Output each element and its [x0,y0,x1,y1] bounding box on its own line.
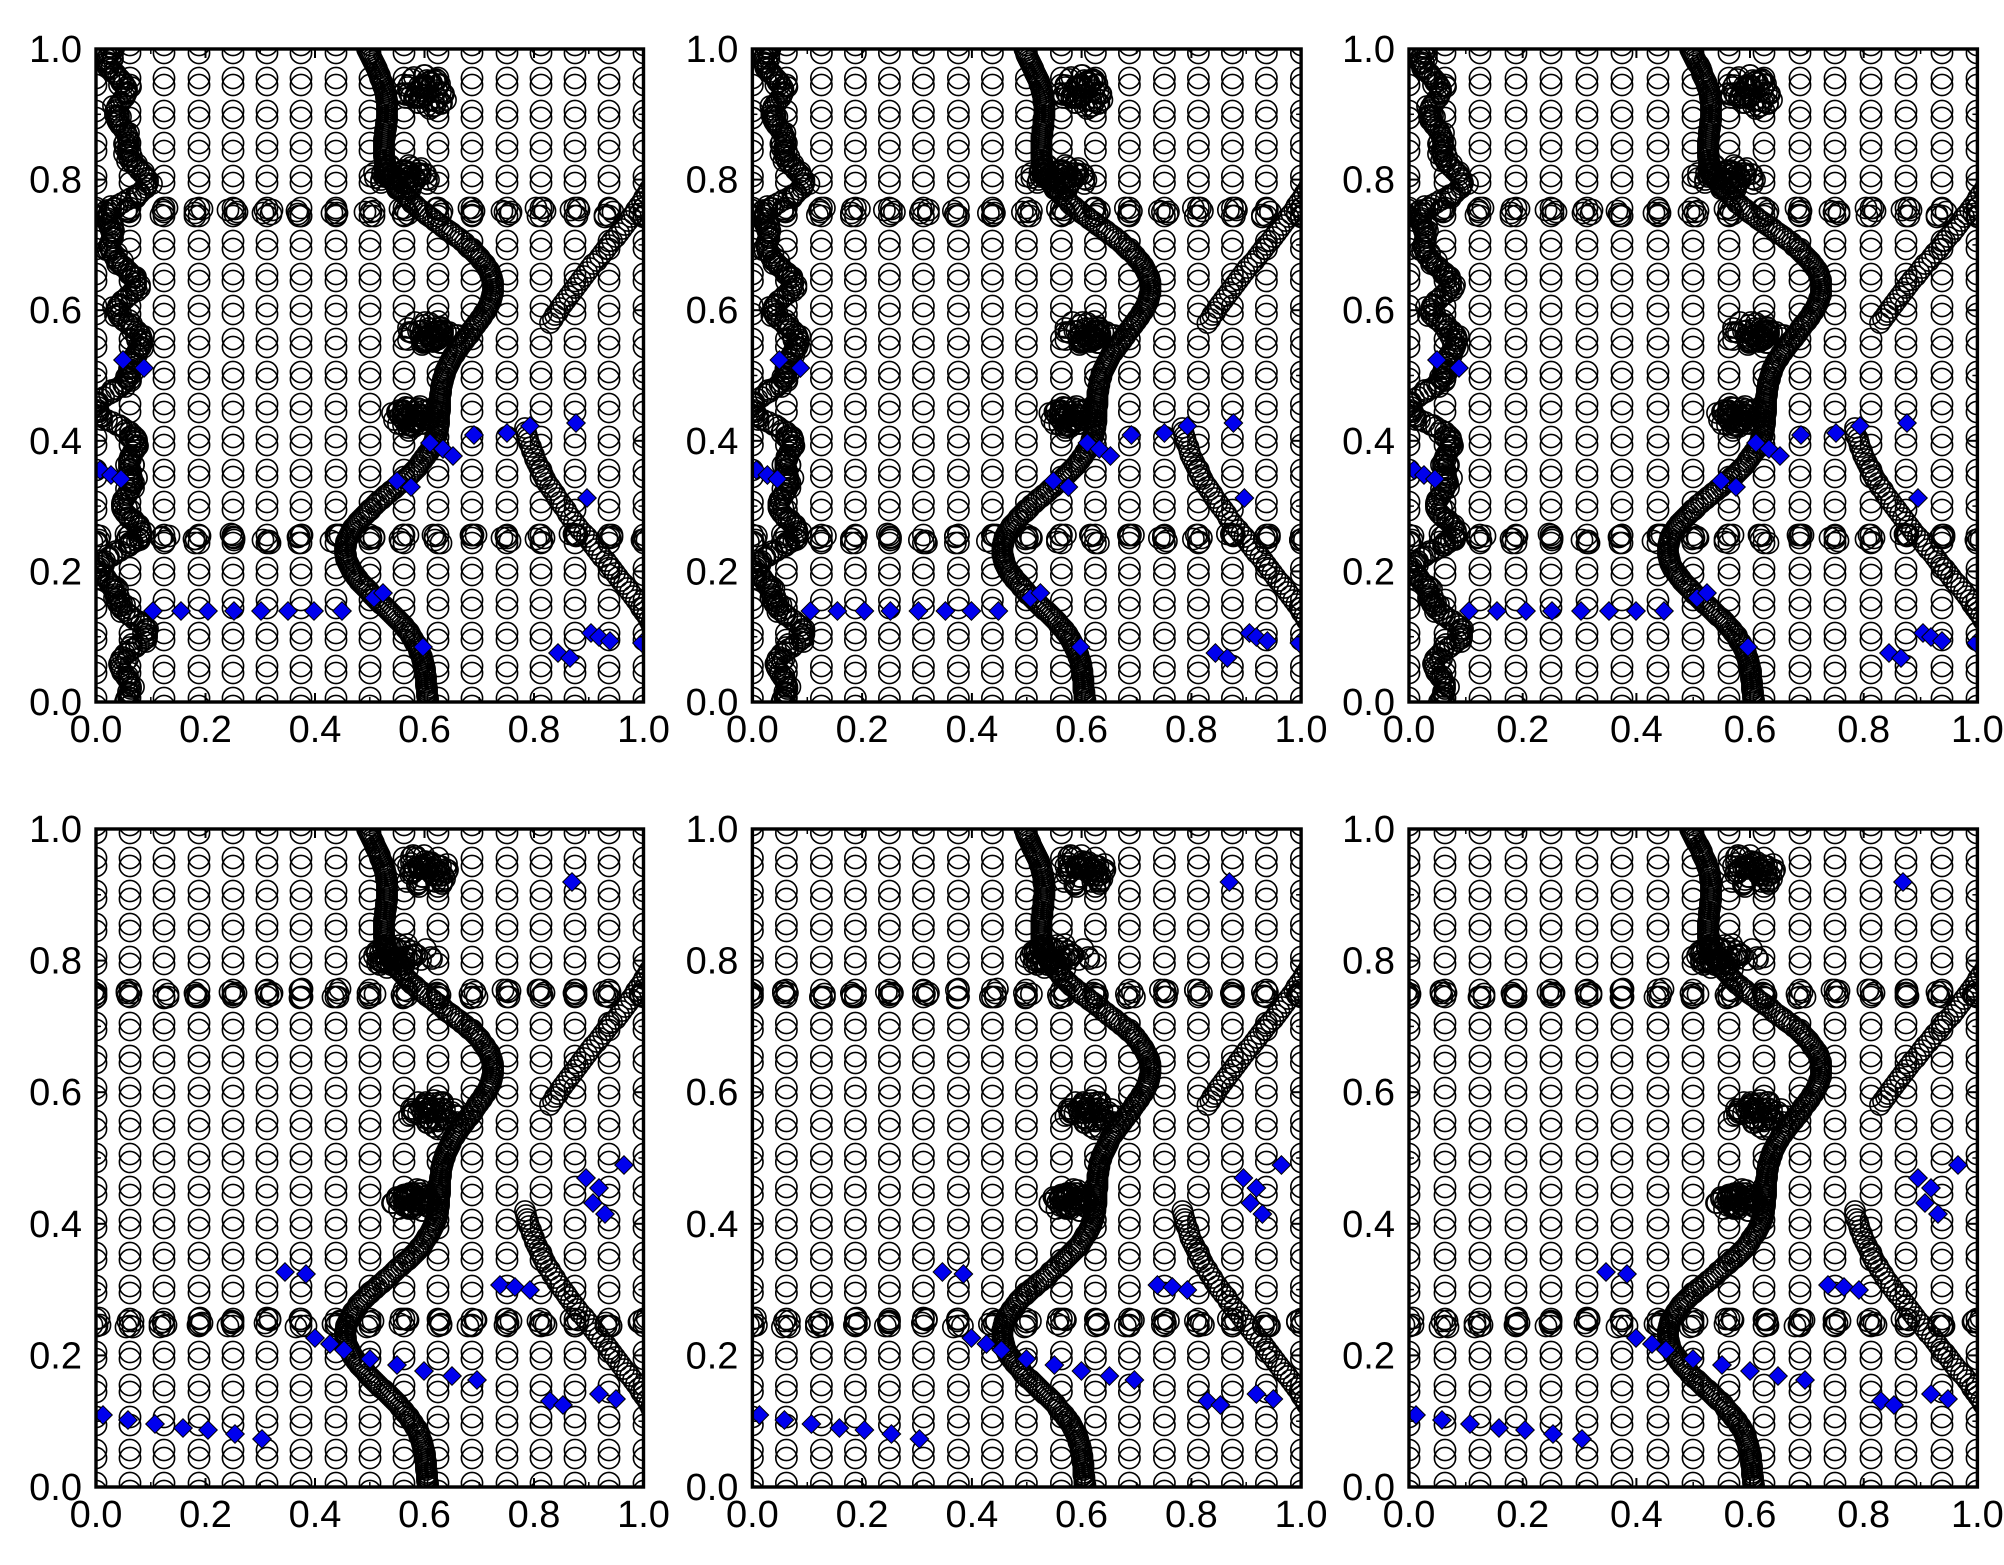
svg-text:0.2: 0.2 [29,551,82,593]
svg-text:0.0: 0.0 [726,1494,779,1536]
svg-text:1.0: 1.0 [617,1494,670,1536]
svg-text:0.8: 0.8 [29,941,82,983]
svg-text:0.0: 0.0 [726,709,779,751]
svg-text:0.2: 0.2 [686,1335,739,1377]
svg-text:1.0: 1.0 [1275,1494,1328,1536]
svg-text:0.2: 0.2 [686,551,739,593]
svg-text:0.6: 0.6 [1724,1494,1777,1536]
svg-text:0.4: 0.4 [1610,709,1663,751]
svg-text:0.6: 0.6 [1342,290,1395,332]
svg-text:0.4: 0.4 [686,421,739,463]
svg-text:0.2: 0.2 [1342,551,1395,593]
svg-text:0.6: 0.6 [29,290,82,332]
svg-text:0.4: 0.4 [686,1204,739,1246]
svg-text:0.0: 0.0 [1383,1494,1436,1536]
svg-text:0.8: 0.8 [1837,709,1890,751]
svg-text:1.0: 1.0 [617,709,670,751]
svg-text:0.4: 0.4 [289,709,342,751]
svg-text:0.2: 0.2 [179,709,232,751]
svg-text:0.6: 0.6 [398,709,451,751]
svg-text:0.6: 0.6 [686,1072,739,1114]
svg-text:0.8: 0.8 [686,160,739,202]
svg-text:0.8: 0.8 [29,160,82,202]
svg-text:0.2: 0.2 [29,1335,82,1377]
svg-text:0.8: 0.8 [508,709,561,751]
svg-text:0.2: 0.2 [836,709,889,751]
svg-text:0.8: 0.8 [1165,1494,1218,1536]
svg-text:1.0: 1.0 [1951,1494,2004,1536]
svg-text:0.6: 0.6 [1342,1072,1395,1114]
svg-text:0.0: 0.0 [70,709,123,751]
svg-text:1.0: 1.0 [686,29,739,71]
svg-text:0.4: 0.4 [1342,1204,1395,1246]
svg-text:0.6: 0.6 [1055,709,1108,751]
svg-text:0.6: 0.6 [398,1494,451,1536]
svg-text:0.8: 0.8 [1837,1494,1890,1536]
svg-text:1.0: 1.0 [1951,709,2004,751]
svg-text:0.4: 0.4 [289,1494,342,1536]
svg-text:0.2: 0.2 [179,1494,232,1536]
svg-text:1.0: 1.0 [29,29,82,71]
svg-text:0.2: 0.2 [1342,1335,1395,1377]
svg-text:0.4: 0.4 [1342,421,1395,463]
svg-text:0.4: 0.4 [29,421,82,463]
svg-text:0.4: 0.4 [945,709,998,751]
svg-text:1.0: 1.0 [686,809,739,851]
svg-text:0.6: 0.6 [1055,1494,1108,1536]
svg-text:0.6: 0.6 [29,1072,82,1114]
svg-text:1.0: 1.0 [1342,809,1395,851]
svg-text:0.2: 0.2 [836,1494,889,1536]
svg-text:0.4: 0.4 [945,1494,998,1536]
svg-text:0.8: 0.8 [1342,160,1395,202]
svg-text:0.8: 0.8 [1165,709,1218,751]
svg-text:1.0: 1.0 [29,809,82,851]
svg-text:0.0: 0.0 [70,1494,123,1536]
svg-text:0.8: 0.8 [508,1494,561,1536]
svg-text:0.4: 0.4 [1610,1494,1663,1536]
svg-text:0.8: 0.8 [686,941,739,983]
svg-text:1.0: 1.0 [1342,29,1395,71]
svg-text:0.6: 0.6 [686,290,739,332]
svg-text:0.2: 0.2 [1496,709,1549,751]
svg-text:0.0: 0.0 [1383,709,1436,751]
svg-text:1.0: 1.0 [1275,709,1328,751]
svg-text:0.4: 0.4 [29,1204,82,1246]
svg-text:0.2: 0.2 [1496,1494,1549,1536]
svg-text:0.8: 0.8 [1342,941,1395,983]
svg-text:0.6: 0.6 [1724,709,1777,751]
